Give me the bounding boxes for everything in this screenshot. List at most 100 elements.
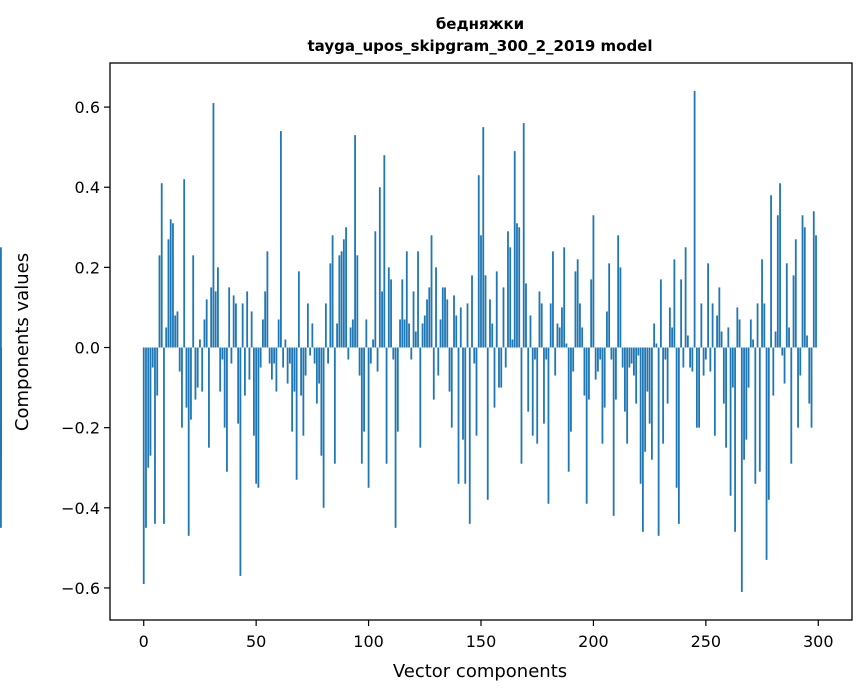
bar — [711, 303, 714, 348]
bar — [293, 347, 296, 392]
bar — [268, 347, 271, 364]
bar — [637, 347, 640, 356]
bar — [403, 319, 406, 348]
bar — [446, 299, 449, 348]
bar — [190, 347, 192, 420]
bar — [518, 227, 521, 348]
bar — [0, 247, 2, 348]
bar — [156, 347, 159, 396]
bar — [167, 239, 170, 348]
bar — [212, 103, 215, 348]
bar — [686, 335, 689, 348]
bar — [360, 347, 363, 464]
bar — [520, 347, 523, 464]
bar — [239, 347, 242, 576]
bar — [574, 271, 577, 348]
bar — [372, 339, 374, 348]
bar — [455, 315, 458, 348]
bar — [799, 347, 802, 376]
bar — [704, 347, 707, 360]
bar — [500, 347, 503, 388]
bar — [803, 227, 806, 348]
bar — [547, 347, 550, 504]
bar — [747, 347, 750, 388]
bar — [635, 347, 638, 404]
bar — [385, 347, 388, 464]
bar — [232, 295, 235, 348]
bar — [713, 347, 716, 436]
bar — [410, 347, 413, 360]
bar — [552, 251, 554, 348]
bar — [142, 347, 145, 584]
bar — [158, 255, 161, 348]
bar — [502, 287, 505, 348]
bar — [684, 247, 687, 348]
bar — [399, 319, 401, 348]
bar — [387, 267, 390, 348]
bar — [507, 231, 509, 348]
bar — [163, 347, 165, 524]
bar — [745, 347, 748, 440]
bar — [495, 271, 498, 348]
bar — [722, 347, 725, 404]
bar — [147, 347, 150, 468]
bar — [572, 347, 575, 372]
y-axis-ticks: −0.6 −0.4 −0.2 0.0 0.2 0.4 0.6 — [61, 98, 110, 598]
bar — [468, 347, 471, 524]
bar — [322, 347, 325, 508]
bar — [675, 347, 678, 488]
bar — [318, 347, 321, 384]
x-tick-label: 200 — [578, 632, 609, 651]
bar — [583, 347, 586, 396]
bar — [592, 215, 595, 348]
bar — [673, 259, 676, 348]
bar — [729, 347, 732, 496]
bar — [626, 347, 629, 444]
x-tick-label: 300 — [803, 632, 834, 651]
bar — [770, 195, 772, 348]
bar — [257, 347, 260, 488]
bar — [464, 347, 467, 484]
bar — [668, 307, 671, 348]
bar — [270, 347, 273, 380]
bar — [259, 347, 262, 368]
bar — [172, 223, 174, 348]
bar — [754, 347, 757, 484]
bar — [718, 287, 721, 348]
bar — [549, 303, 552, 348]
bar — [691, 347, 694, 372]
bar — [338, 255, 341, 348]
bar — [659, 279, 662, 348]
bar — [702, 347, 705, 376]
bar — [279, 131, 282, 348]
bar — [241, 303, 244, 348]
x-tick-label: 100 — [353, 632, 384, 651]
bar — [441, 287, 444, 348]
bar — [693, 91, 696, 348]
bar — [563, 247, 566, 348]
bar — [277, 319, 280, 348]
bar — [812, 211, 815, 348]
bar — [525, 283, 527, 348]
bar — [345, 227, 347, 348]
bar — [612, 347, 615, 516]
bar — [208, 347, 210, 448]
bar — [181, 347, 183, 428]
bar — [536, 347, 539, 444]
bar — [486, 347, 489, 500]
bar — [763, 303, 766, 348]
bar — [217, 267, 219, 348]
bar — [419, 347, 422, 448]
bar — [657, 347, 660, 536]
bar — [340, 251, 343, 348]
bar — [223, 347, 226, 428]
bar — [226, 347, 228, 472]
bar — [628, 347, 631, 368]
bar — [302, 347, 305, 436]
bar — [255, 347, 258, 484]
bar — [482, 127, 485, 348]
bar — [199, 339, 201, 348]
bar — [585, 347, 588, 504]
bar — [381, 291, 383, 348]
